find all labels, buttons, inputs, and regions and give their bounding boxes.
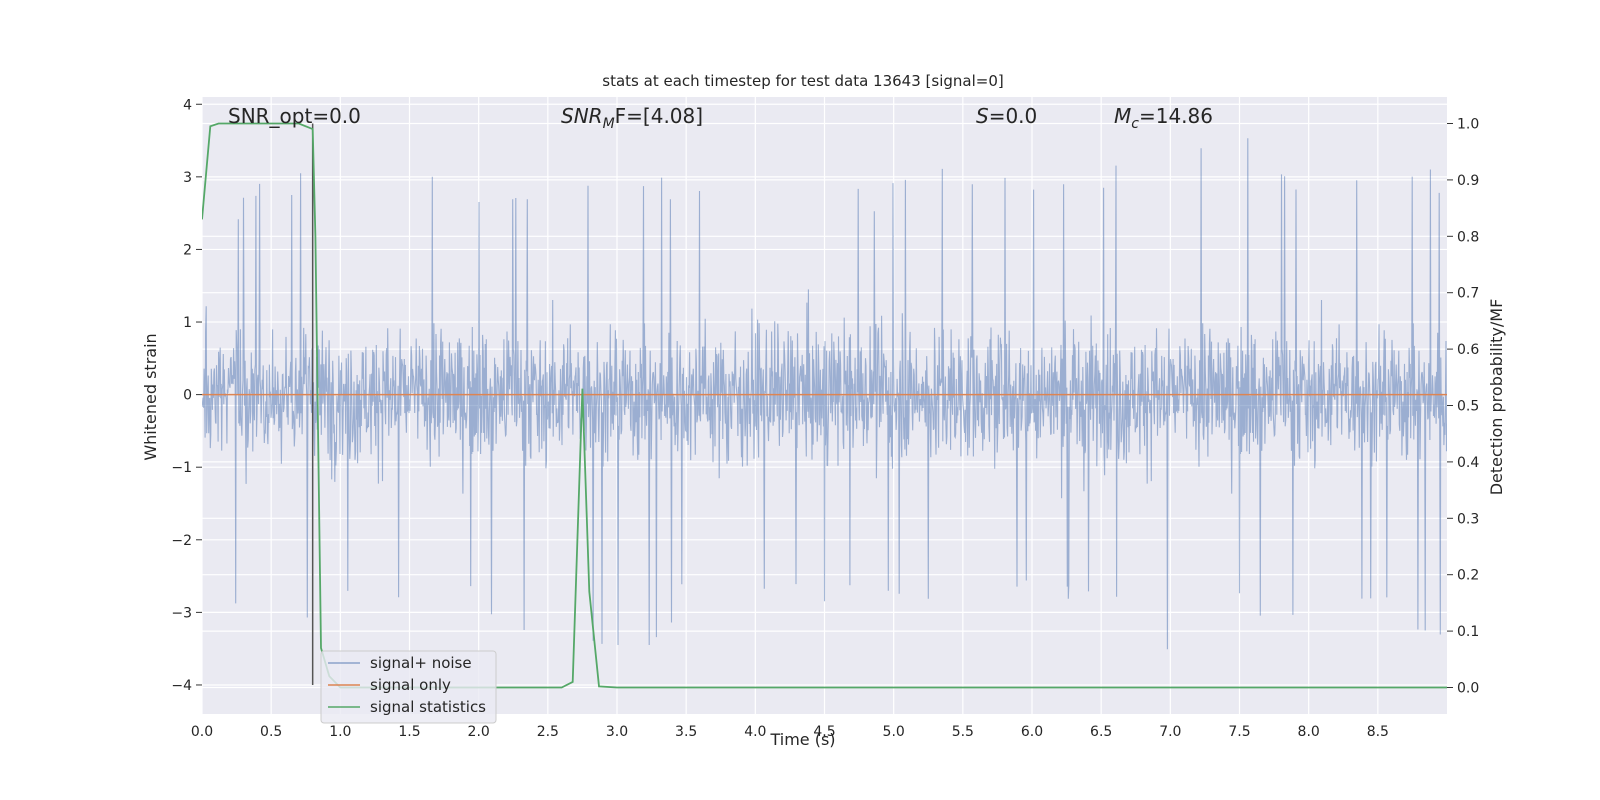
x-axis-ticks: 0.0 0.5 1.0 1.5 2.0 2.5 3.0 3.5 4.0 4.5 5.0 5.5 6.0 6… — [191, 724, 1389, 740]
y2-tick-label: 0.3 — [1457, 511, 1479, 527]
annotation-snr-opt: SNR_opt=0.0 — [228, 104, 361, 128]
y-tick-label: −3 — [171, 605, 192, 621]
signal-plus-noise-line — [202, 138, 1447, 650]
x-tick-label: 2.0 — [468, 724, 490, 740]
annotation-snr-mf: SNRMF=[4.08] — [561, 104, 703, 132]
y-tick-label: −2 — [171, 533, 192, 549]
x-tick-label: 6.5 — [1090, 724, 1112, 740]
legend-label-signal-plus-noise: signal+ noise — [370, 654, 472, 672]
y-tick-label: 4 — [183, 97, 192, 113]
x-tick-label: 3.5 — [675, 724, 697, 740]
y2-axis-label: Detection probability/MF — [1487, 299, 1506, 496]
y-tick-label: 1 — [183, 315, 192, 331]
x-tick-label: 4.0 — [744, 724, 766, 740]
y2-tick-label: 0.5 — [1457, 399, 1479, 415]
legend: signal+ noise signal only signal statist… — [320, 650, 497, 724]
x-tick-label: 2.5 — [537, 724, 559, 740]
y-tick-label: −4 — [171, 678, 192, 694]
y2-tick-label: 0.6 — [1457, 342, 1479, 358]
legend-box — [320, 650, 497, 724]
y2-tick-label: 0.4 — [1457, 455, 1479, 471]
y2-tick-label: 0.7 — [1457, 286, 1479, 302]
x-tick-label: 3.0 — [606, 724, 628, 740]
y-axis-ticks: −4 −3 −2 −1 0 1 2 3 4 — [171, 97, 202, 694]
x-tick-label: 1.0 — [329, 724, 351, 740]
noise-trace — [202, 138, 1447, 650]
x-tick-label: 4.5 — [813, 724, 835, 740]
x-tick-label: 6.0 — [1021, 724, 1043, 740]
x-tick-label: 5.0 — [883, 724, 905, 740]
x-tick-label: 1.5 — [398, 724, 420, 740]
y2-axis-ticks: 0.0 0.1 0.2 0.3 0.4 0.5 0.6 0.7 0.8 0.9 1.0 — [1447, 117, 1479, 696]
x-tick-label: 0.0 — [191, 724, 213, 740]
annotation-s: S=0.0 — [976, 104, 1037, 128]
chart-title: stats at each timestep for test data 136… — [602, 72, 1003, 90]
y2-tick-label: 0.0 — [1457, 680, 1479, 696]
y-tick-label: −1 — [171, 460, 192, 476]
y-tick-label: 3 — [183, 170, 192, 186]
y2-tick-label: 0.8 — [1457, 229, 1479, 245]
x-tick-label: 8.5 — [1367, 724, 1389, 740]
y-tick-label: 2 — [183, 242, 192, 258]
x-tick-label: 5.5 — [952, 724, 974, 740]
y-axis-label: Whitened strain — [141, 333, 160, 460]
x-tick-label: 8.0 — [1298, 724, 1320, 740]
annotation-mc: Mc=14.86 — [1114, 104, 1213, 132]
x-axis-label: Time (s) — [769, 730, 835, 749]
x-tick-label: 7.0 — [1159, 724, 1181, 740]
legend-label-signal-statistics: signal statistics — [370, 698, 486, 716]
y2-tick-label: 1.0 — [1457, 117, 1479, 133]
x-tick-label: 7.5 — [1228, 724, 1250, 740]
y2-tick-label: 0.2 — [1457, 568, 1479, 584]
y2-tick-label: 0.1 — [1457, 624, 1479, 640]
y2-tick-label: 0.9 — [1457, 173, 1479, 189]
legend-label-signal-only: signal only — [370, 676, 451, 694]
x-tick-label: 0.5 — [260, 724, 282, 740]
y-tick-label: 0 — [183, 388, 192, 404]
